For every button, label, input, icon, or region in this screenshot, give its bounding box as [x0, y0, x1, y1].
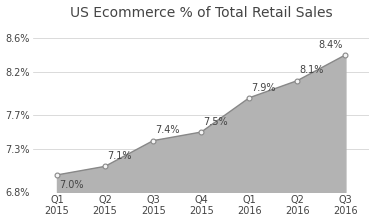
Text: 7.1%: 7.1%	[108, 151, 132, 161]
Text: 7.5%: 7.5%	[204, 117, 228, 127]
Text: 8.1%: 8.1%	[300, 65, 324, 75]
Text: 7.0%: 7.0%	[59, 180, 84, 190]
Text: 7.4%: 7.4%	[156, 125, 180, 135]
Text: 8.4%: 8.4%	[319, 40, 343, 50]
Text: 7.9%: 7.9%	[252, 83, 276, 93]
Title: US Ecommerce % of Total Retail Sales: US Ecommerce % of Total Retail Sales	[70, 6, 333, 20]
